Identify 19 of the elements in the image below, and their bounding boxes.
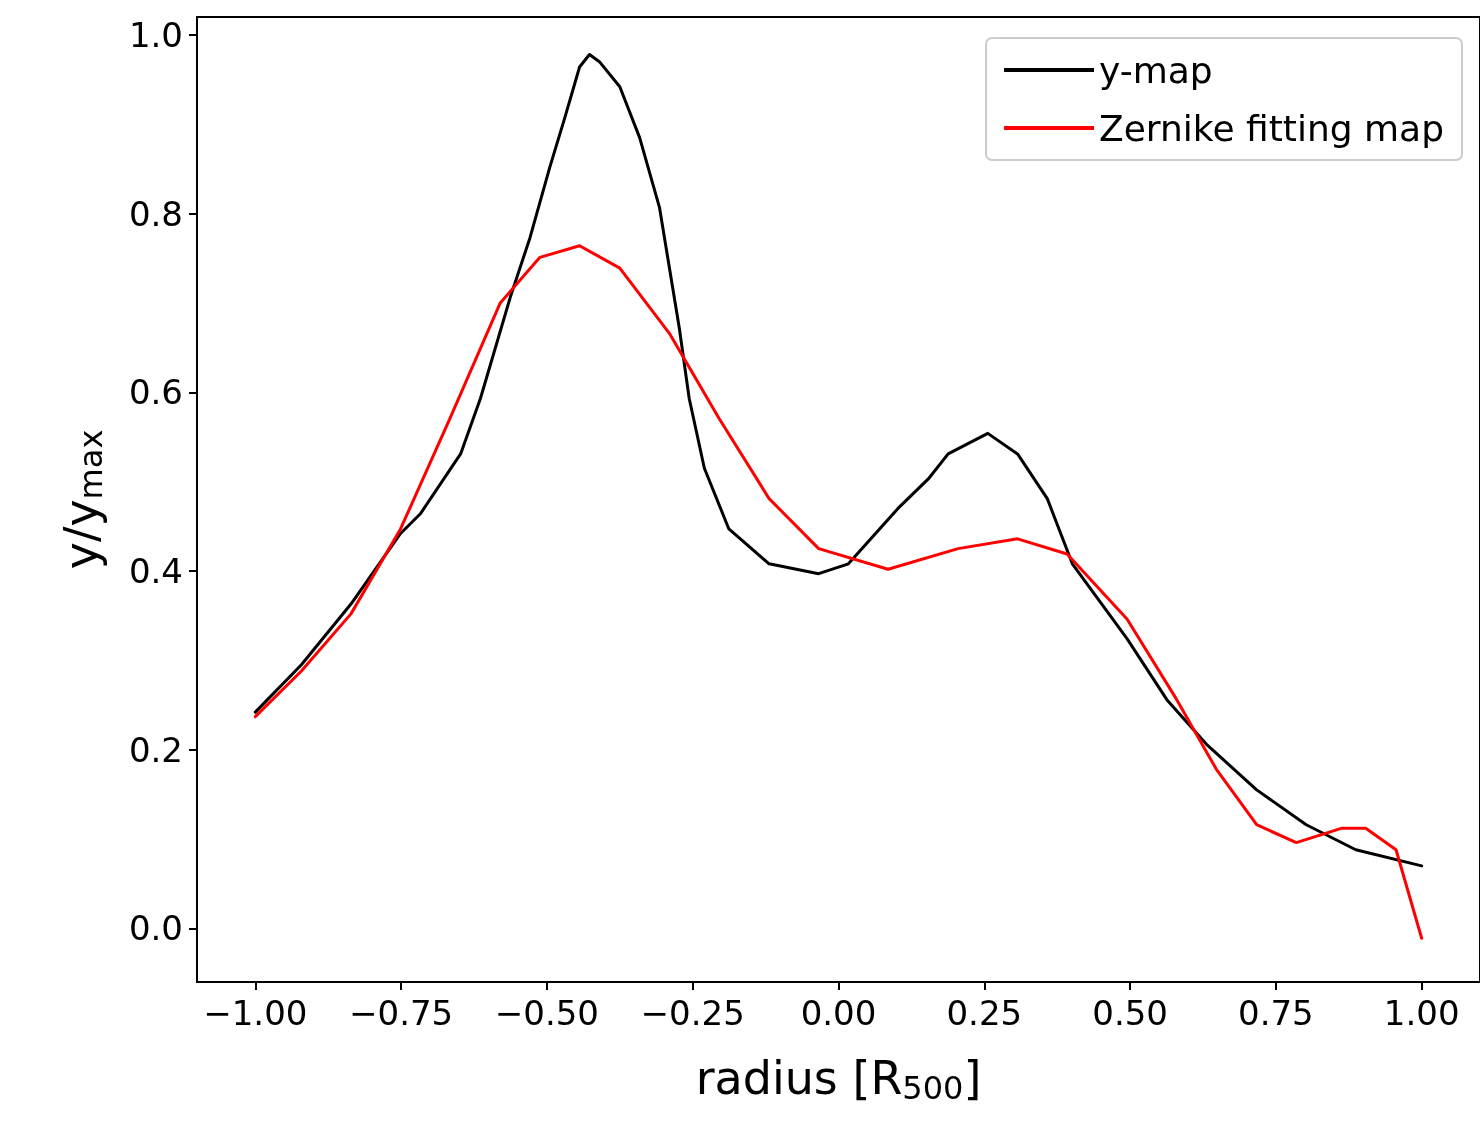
- y-tick-label: 0.4: [128, 550, 183, 591]
- legend-label: y-map: [1099, 49, 1213, 91]
- y-tick-label: 0.8: [128, 193, 183, 234]
- x-tick-label: −0.50: [494, 993, 600, 1033]
- y-tick-label: 0.2: [128, 729, 183, 770]
- x-tick-label: 0.75: [1238, 993, 1314, 1033]
- line-series: [253, 244, 1424, 940]
- y-tick-label: 0.6: [128, 372, 183, 413]
- x-tick-label: 0.00: [800, 993, 877, 1033]
- x-tick-label: −0.25: [640, 993, 745, 1033]
- x-tick-label: −1.00: [203, 993, 308, 1033]
- x-tick-label: 0.25: [946, 993, 1023, 1033]
- y-tick-label: 0.0: [128, 908, 183, 949]
- y-tick-label: 1.0: [128, 14, 183, 55]
- legend-label: Zernike fitting map: [1099, 107, 1444, 149]
- x-tick-label: 0.50: [1092, 993, 1168, 1033]
- y-axis-title: y/ymax: [54, 429, 110, 570]
- x-tick-label: −0.75: [349, 993, 454, 1033]
- x-tick-label: 1.00: [1383, 993, 1460, 1033]
